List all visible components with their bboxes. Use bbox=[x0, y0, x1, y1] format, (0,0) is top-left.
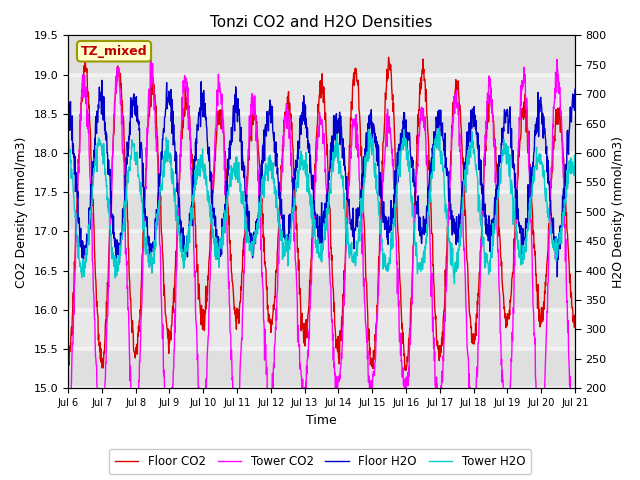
Floor CO2 bbox=[402, 368, 410, 373]
Floor CO2 bbox=[234, 311, 241, 317]
Tower H2O bbox=[64, 135, 72, 141]
Floor CO2 bbox=[385, 54, 392, 60]
Tower H2O bbox=[511, 219, 519, 225]
Tower H2O bbox=[177, 238, 184, 244]
Floor CO2 bbox=[164, 340, 172, 346]
Floor H2O bbox=[64, 116, 72, 121]
Floor CO2 bbox=[64, 361, 72, 367]
Tower CO2 bbox=[178, 123, 186, 129]
Floor CO2 bbox=[400, 353, 408, 359]
Bar bbox=[68, 192, 575, 231]
Tower CO2 bbox=[234, 404, 242, 409]
Tower H2O bbox=[435, 126, 442, 132]
Tower CO2 bbox=[467, 395, 474, 400]
Tower H2O bbox=[571, 160, 579, 166]
Floor H2O bbox=[511, 171, 519, 177]
Floor CO2 bbox=[511, 215, 519, 220]
Floor H2O bbox=[165, 88, 173, 94]
Y-axis label: H2O Density (mmol/m3): H2O Density (mmol/m3) bbox=[612, 136, 625, 288]
Line: Tower H2O: Tower H2O bbox=[68, 129, 575, 284]
Floor CO2 bbox=[467, 319, 474, 324]
Legend: Floor CO2, Tower CO2, Floor H2O, Tower H2O: Floor CO2, Tower CO2, Floor H2O, Tower H… bbox=[109, 449, 531, 474]
Line: Floor H2O: Floor H2O bbox=[68, 80, 575, 277]
X-axis label: Time: Time bbox=[306, 414, 337, 427]
Floor CO2 bbox=[177, 154, 184, 159]
Floor H2O bbox=[177, 218, 185, 224]
Bar bbox=[68, 349, 575, 388]
Tower CO2 bbox=[401, 392, 408, 398]
Bar bbox=[68, 271, 575, 310]
Text: TZ_mixed: TZ_mixed bbox=[81, 45, 147, 58]
Floor H2O bbox=[98, 77, 106, 83]
Tower CO2 bbox=[147, 56, 155, 61]
Title: Tonzi CO2 and H2O Densities: Tonzi CO2 and H2O Densities bbox=[210, 15, 433, 30]
Bar bbox=[68, 36, 575, 74]
Floor H2O bbox=[571, 86, 579, 92]
Line: Floor CO2: Floor CO2 bbox=[68, 57, 575, 371]
Tower CO2 bbox=[511, 234, 519, 240]
Floor CO2 bbox=[571, 312, 579, 318]
Tower CO2 bbox=[64, 418, 72, 424]
Tower H2O bbox=[451, 281, 458, 287]
Tower CO2 bbox=[96, 446, 104, 452]
Tower H2O bbox=[164, 151, 172, 156]
Tower CO2 bbox=[571, 433, 579, 439]
Tower H2O bbox=[400, 127, 408, 132]
Tower CO2 bbox=[165, 441, 173, 447]
Bar bbox=[68, 231, 575, 271]
Floor H2O bbox=[467, 139, 474, 145]
Bar bbox=[68, 153, 575, 192]
Bar bbox=[68, 74, 575, 114]
Floor H2O bbox=[554, 274, 561, 280]
Bar bbox=[68, 310, 575, 349]
Floor H2O bbox=[234, 96, 242, 101]
Line: Tower CO2: Tower CO2 bbox=[68, 59, 575, 449]
Tower H2O bbox=[467, 154, 474, 160]
Y-axis label: CO2 Density (mmol/m3): CO2 Density (mmol/m3) bbox=[15, 136, 28, 288]
Tower H2O bbox=[234, 166, 241, 171]
Bar bbox=[68, 114, 575, 153]
Floor H2O bbox=[400, 141, 408, 147]
